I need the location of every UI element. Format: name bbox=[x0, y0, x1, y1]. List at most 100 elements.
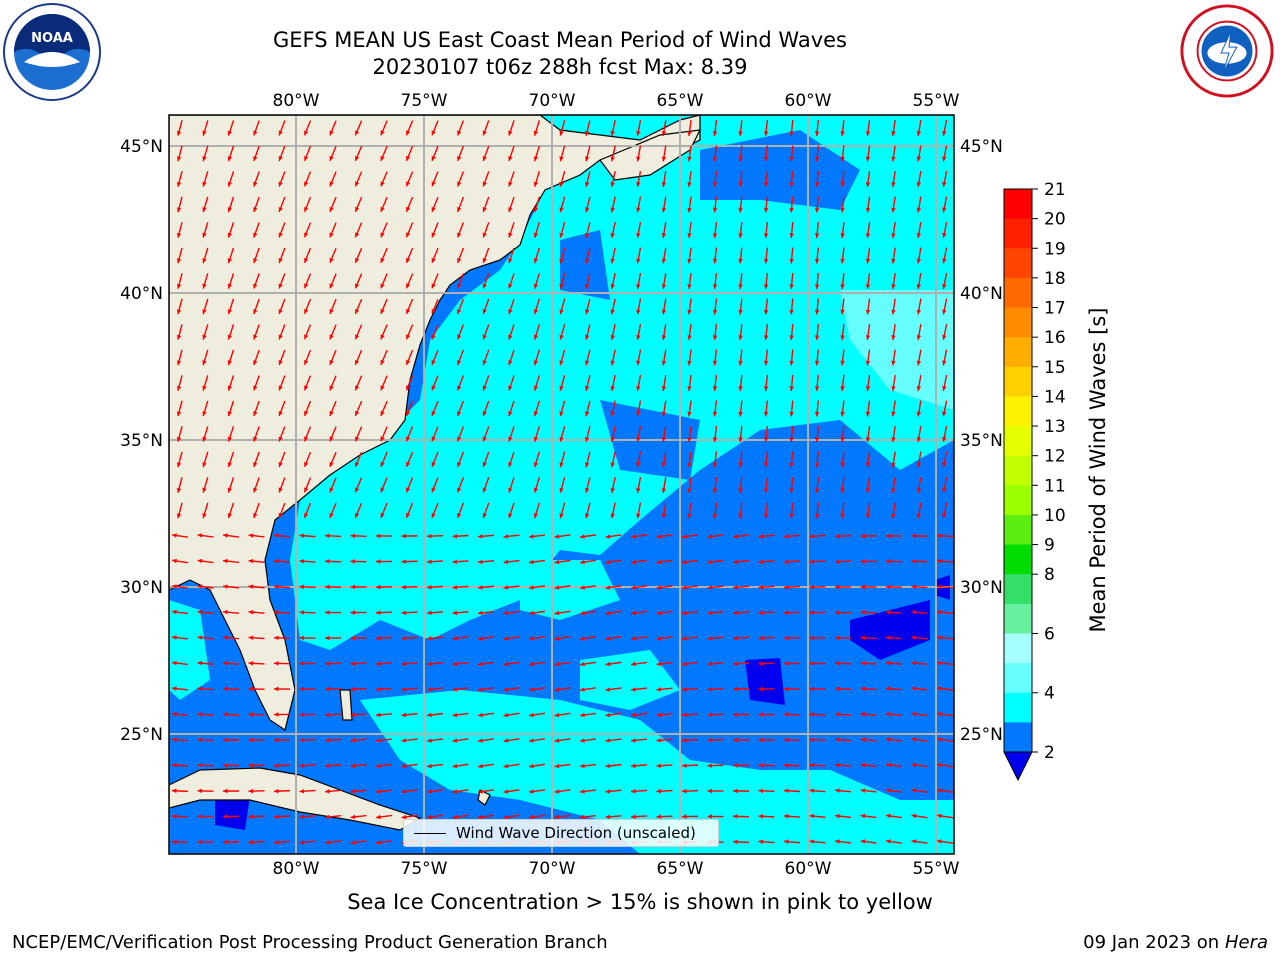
direction-arrow bbox=[171, 686, 189, 691]
direction-arrow bbox=[401, 687, 418, 692]
direction-arrow bbox=[911, 584, 928, 590]
direction-arrow bbox=[329, 273, 337, 289]
direction-arrow bbox=[329, 375, 337, 391]
direction-arrow bbox=[579, 585, 597, 590]
colorbar-extend-arrow bbox=[1003, 751, 1033, 782]
direction-arrow bbox=[814, 272, 820, 290]
direction-arrow bbox=[401, 712, 418, 718]
direction-arrow bbox=[405, 247, 414, 264]
direction-arrow bbox=[350, 661, 367, 666]
direction-arrow bbox=[783, 839, 801, 844]
direction-arrow bbox=[758, 534, 775, 539]
direction-arrow bbox=[350, 712, 367, 718]
direction-arrow bbox=[350, 738, 367, 743]
direction-arrow bbox=[456, 375, 465, 391]
direction-arrow bbox=[503, 738, 520, 743]
direction-arrow bbox=[656, 661, 673, 667]
direction-arrow bbox=[661, 145, 667, 162]
direction-arrow bbox=[758, 839, 775, 845]
direction-arrow bbox=[681, 712, 699, 718]
direction-arrow bbox=[732, 610, 750, 616]
direction-arrow bbox=[809, 737, 826, 743]
direction-arrow bbox=[176, 196, 183, 213]
direction-arrow bbox=[354, 298, 363, 315]
colorbar-tick-label: 18 bbox=[1044, 269, 1066, 289]
direction-arrow bbox=[171, 584, 189, 589]
direction-arrow bbox=[554, 738, 571, 743]
direction-arrow bbox=[636, 298, 642, 315]
direction-arrow bbox=[350, 635, 367, 641]
direction-arrow bbox=[579, 763, 597, 769]
direction-arrow bbox=[482, 273, 490, 289]
direction-arrow bbox=[248, 737, 265, 743]
direction-arrow bbox=[834, 635, 852, 641]
direction-arrow bbox=[176, 477, 183, 493]
direction-arrow bbox=[840, 247, 845, 264]
direction-arrow bbox=[324, 610, 342, 615]
direction-arrow bbox=[636, 349, 642, 366]
direction-arrow bbox=[380, 247, 388, 264]
direction-arrow bbox=[814, 145, 820, 162]
direction-arrow bbox=[559, 502, 566, 519]
direction-arrow bbox=[610, 247, 616, 264]
direction-arrow bbox=[605, 712, 622, 718]
direction-arrow bbox=[911, 533, 928, 539]
direction-arrow bbox=[738, 298, 743, 315]
direction-arrow bbox=[375, 840, 393, 845]
direction-arrow bbox=[584, 451, 591, 468]
direction-arrow bbox=[176, 400, 183, 417]
direction-arrow bbox=[405, 426, 414, 442]
direction-arrow bbox=[431, 375, 439, 391]
colorbar-segment bbox=[1004, 396, 1032, 427]
direction-arrow bbox=[354, 247, 363, 264]
direction-arrow bbox=[605, 534, 622, 539]
field-patch-2-4s bbox=[700, 130, 860, 210]
direction-arrow bbox=[273, 763, 291, 768]
direction-arrow bbox=[299, 610, 316, 615]
direction-arrow bbox=[636, 120, 642, 136]
direction-arrow bbox=[503, 661, 520, 667]
direction-arrow bbox=[840, 221, 845, 239]
direction-arrow bbox=[630, 661, 648, 667]
direction-arrow bbox=[452, 738, 469, 743]
direction-arrow bbox=[936, 686, 954, 691]
direction-arrow bbox=[533, 298, 541, 315]
landmass bbox=[477, 789, 491, 806]
direction-arrow bbox=[885, 711, 903, 717]
direction-arrow bbox=[763, 425, 769, 443]
direction-arrow bbox=[227, 477, 235, 493]
direction-arrow bbox=[834, 712, 852, 717]
direction-arrow bbox=[840, 349, 845, 366]
direction-arrow bbox=[299, 763, 316, 768]
direction-arrow bbox=[758, 814, 775, 819]
direction-arrow bbox=[656, 712, 673, 718]
direction-arrow bbox=[584, 222, 591, 238]
direction-arrow bbox=[401, 533, 418, 539]
direction-arrow bbox=[865, 145, 871, 162]
direction-arrow bbox=[712, 196, 718, 213]
direction-arrow bbox=[176, 375, 183, 391]
direction-arrow bbox=[202, 400, 209, 417]
direction-arrow bbox=[712, 145, 718, 162]
direction-arrow bbox=[712, 349, 718, 366]
colorbar-segment bbox=[1004, 307, 1032, 338]
direction-arrow bbox=[253, 324, 260, 340]
direction-arrow bbox=[840, 170, 845, 188]
direction-arrow bbox=[763, 272, 769, 290]
direction-arrow bbox=[299, 840, 316, 845]
direction-arrow bbox=[303, 120, 312, 136]
direction-arrow bbox=[431, 273, 439, 289]
direction-arrow bbox=[452, 789, 469, 794]
direction-arrow bbox=[426, 584, 444, 590]
direction-arrow bbox=[324, 737, 342, 743]
direction-arrow bbox=[401, 661, 418, 667]
direction-arrow bbox=[528, 763, 546, 769]
direction-arrow bbox=[809, 686, 826, 692]
direction-arrow bbox=[942, 298, 948, 315]
direction-arrow bbox=[426, 687, 444, 692]
direction-arrow bbox=[554, 534, 571, 539]
direction-arrow bbox=[681, 585, 699, 590]
direction-arrow bbox=[354, 349, 363, 366]
direction-arrow bbox=[916, 247, 922, 264]
direction-arrow bbox=[936, 711, 954, 717]
